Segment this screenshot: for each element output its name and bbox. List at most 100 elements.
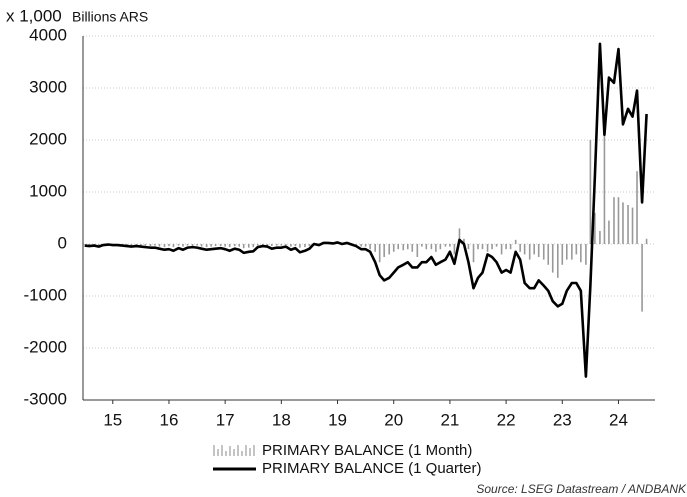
bar (374, 244, 376, 252)
line (84, 42, 648, 378)
bar (594, 212, 596, 244)
bar (636, 171, 638, 244)
x-tick-label: 24 (609, 410, 628, 429)
bar (425, 244, 428, 250)
bar (388, 244, 391, 255)
bar (214, 244, 217, 247)
bar (210, 244, 212, 247)
y-tick-label: -3000 (24, 389, 67, 408)
bar (383, 244, 385, 257)
y-tick-label: -2000 (24, 337, 67, 356)
bar (280, 244, 283, 246)
bar (130, 244, 133, 246)
bar (205, 244, 208, 248)
bar (551, 244, 554, 273)
bar (603, 124, 606, 244)
bar (154, 244, 156, 246)
bar (135, 244, 138, 246)
y-unit: x 1,000 (6, 6, 62, 25)
bar (177, 244, 180, 246)
bar (505, 244, 507, 250)
bar (88, 244, 90, 246)
y-tick-label: 0 (58, 233, 67, 252)
bar (453, 244, 456, 255)
bar (186, 244, 189, 246)
bar (416, 244, 419, 257)
bar (439, 244, 442, 250)
bar (392, 244, 395, 252)
bar (449, 244, 451, 247)
bar (589, 140, 592, 244)
bar (360, 244, 362, 247)
bar (608, 220, 610, 244)
x-tick-label: 18 (272, 410, 291, 429)
x-tick-label: 22 (497, 410, 516, 429)
bar (585, 244, 587, 265)
bar (369, 244, 371, 250)
bar (556, 244, 559, 278)
bar (435, 244, 437, 252)
bar (617, 197, 620, 244)
y-tick-label: 3000 (29, 77, 67, 96)
x-tick-label: 21 (440, 410, 459, 429)
bar (542, 244, 545, 260)
y-tick-label: -1000 (24, 285, 67, 304)
bar (514, 239, 517, 244)
bar (533, 244, 535, 255)
bar (622, 202, 624, 244)
bar (397, 244, 400, 250)
bar (537, 244, 540, 257)
bar (270, 244, 273, 247)
bar (481, 244, 484, 250)
bar (430, 244, 433, 250)
bar (228, 244, 231, 248)
bar (308, 244, 311, 247)
x-tick-label: 20 (384, 410, 403, 429)
bar (182, 244, 184, 247)
bar (158, 244, 161, 247)
bar (83, 244, 86, 245)
bar (191, 244, 194, 247)
bar (580, 244, 582, 263)
legend-label: PRIMARY BALANCE (1 Month) (262, 442, 472, 459)
bar (571, 244, 573, 260)
bar (421, 244, 423, 247)
source-note: Source: LSEG Datastream / ANDBANK (476, 482, 687, 496)
bar (599, 231, 601, 244)
bar (126, 244, 128, 246)
bar (378, 244, 381, 263)
x-tick-label: 19 (328, 410, 347, 429)
bar (528, 244, 531, 260)
bar (565, 244, 568, 260)
bar (252, 244, 255, 248)
bar (233, 244, 236, 247)
bar (467, 244, 470, 250)
bar (200, 244, 203, 247)
bar (561, 244, 564, 265)
bar (364, 244, 367, 247)
bar (196, 244, 198, 246)
bar (299, 244, 301, 248)
bar (294, 244, 297, 247)
legend-label: PRIMARY BALANCE (1 Quarter) (262, 460, 482, 477)
bar (149, 244, 152, 247)
bar (262, 244, 264, 246)
bar (444, 244, 447, 247)
bar (500, 244, 503, 255)
bar (172, 244, 175, 248)
bar (238, 244, 241, 247)
bar (411, 244, 414, 252)
bar (613, 197, 615, 244)
bar (509, 244, 512, 250)
bar (93, 244, 96, 245)
bar (486, 244, 489, 252)
bar (256, 244, 259, 246)
bar (463, 238, 465, 244)
bar (575, 244, 578, 255)
bar (163, 244, 166, 248)
bar (458, 228, 461, 244)
bar (266, 244, 269, 246)
bar (276, 244, 278, 246)
bar (627, 205, 629, 244)
y-tick-label: 1000 (29, 181, 67, 200)
